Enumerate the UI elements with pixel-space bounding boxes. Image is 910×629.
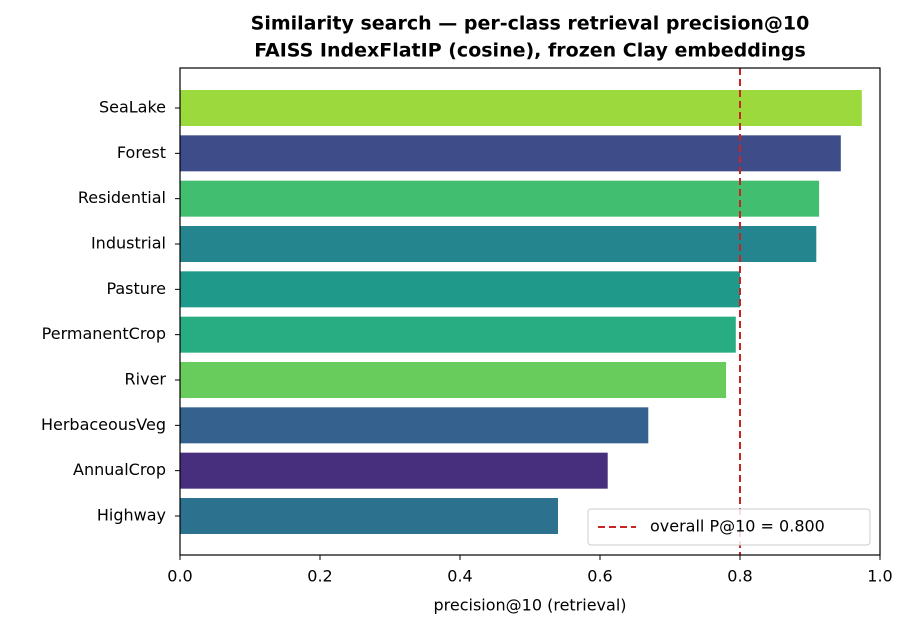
y-tick-label: River [125, 370, 167, 389]
y-tick-label: SeaLake [99, 98, 166, 117]
bar [180, 498, 558, 534]
legend-label: overall P@10 = 0.800 [650, 517, 825, 536]
y-tick-label: HerbaceousVeg [41, 415, 166, 434]
y-tick-label: AnnualCrop [73, 460, 166, 479]
x-tick-label: 0.2 [307, 567, 332, 586]
chart-subtitle: FAISS IndexFlatIP (cosine), frozen Clay … [254, 40, 806, 62]
y-tick-label: Pasture [106, 279, 166, 298]
bar [180, 362, 726, 398]
bar [180, 90, 862, 126]
y-tick-label: Highway [97, 506, 166, 525]
y-tick-label: Residential [78, 188, 166, 207]
plot-frame [179, 67, 881, 556]
x-tick-label: 0.8 [727, 567, 752, 586]
bar [180, 271, 740, 308]
x-tick-label: 0.0 [167, 567, 192, 586]
bar [180, 452, 608, 489]
bar [180, 135, 841, 172]
y-tick-label: PermanentCrop [42, 324, 166, 343]
y-tick-label: Industrial [91, 234, 166, 253]
bar [180, 407, 649, 444]
chart-title: Similarity search — per-class retrieval … [251, 13, 810, 35]
bar [180, 226, 817, 262]
bar [180, 316, 736, 353]
y-tick-label: Forest [117, 143, 166, 162]
legend-box [587, 508, 871, 546]
x-axis-label: precision@10 (retrieval) [433, 596, 626, 615]
bar [180, 180, 820, 217]
x-tick-label: 0.4 [447, 567, 472, 586]
x-tick-label: 0.6 [587, 567, 612, 586]
x-tick-label: 1.0 [867, 567, 892, 586]
